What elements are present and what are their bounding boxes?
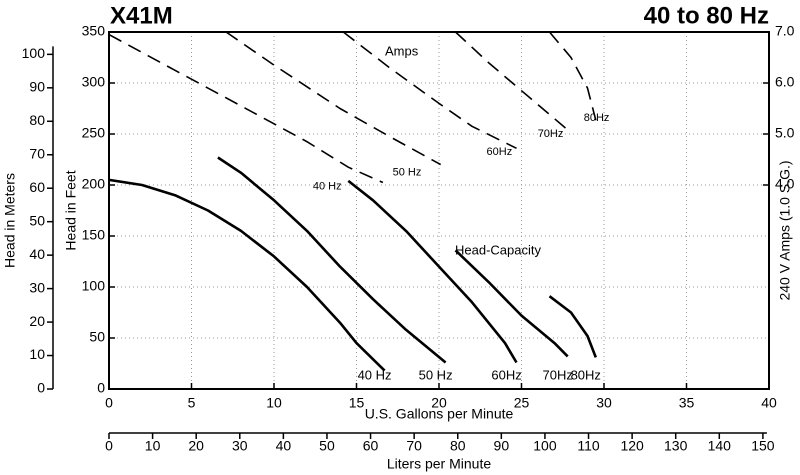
x-axis-title: U.S. Gallons per Minute [365,406,514,422]
lpm-tick-label: 20 [188,438,204,454]
x-tick-label: 40 [761,395,777,411]
head-curve [548,295,598,358]
y-axis-title: Head in Feet [63,170,79,250]
lpm-tick-label: 120 [620,438,644,454]
lpm-tick-label: 70 [406,438,422,454]
annotation: Head-Capacity [455,242,541,257]
head-curve-label: 50 Hz [419,367,453,382]
amps-curve-label: 50 Hz [393,167,422,179]
lpm-axis-title: Liters per Minute [387,456,491,472]
lpm-tick-label: 150 [751,438,775,454]
y-tick-label: 200 [82,176,106,192]
meters-axis-title: Head in Meters [2,173,18,268]
lpm-tick-label: 10 [145,438,161,454]
lpm-tick-label: 30 [232,438,248,454]
x-tick-label: 35 [679,395,695,411]
x-tick-label: 15 [349,395,365,411]
chart-title: X41M [110,2,173,29]
meters-tick-label: 80 [29,112,45,128]
lpm-tick-label: 60 [363,438,379,454]
lpm-tick-label: 100 [533,438,557,454]
meters-tick-label: 50 [29,212,45,228]
lpm-tick-label: 130 [664,438,688,454]
amps-curve [548,31,597,121]
y-tick-label: 250 [82,125,106,141]
y-tick-label: 0 [97,380,105,396]
x-tick-label: 0 [105,395,113,411]
y2-tick-label: 6.0 [775,74,795,90]
head-curve-label: 80Hz [571,367,601,382]
meters-tick-label: 60 [29,179,45,195]
amps-curve-label: 70Hz [538,128,564,140]
amps-curve [342,31,517,150]
y-tick-label: 50 [89,329,105,345]
amps-curve-label: 40 Hz [313,180,342,192]
head-curve [347,179,518,364]
lpm-tick-label: 80 [450,438,466,454]
head-curve [454,249,569,358]
x-tick-label: 5 [188,395,196,411]
head-curve [217,156,447,364]
lpm-tick-label: 90 [494,438,510,454]
y-tick-label: 350 [82,23,106,39]
lpm-tick-label: 110 [577,438,600,454]
amps-curve-label: 60Hz [487,146,513,158]
head-curve [108,178,386,372]
y2-tick-label: 7.0 [775,23,795,39]
amps-curve [225,31,442,166]
meters-tick-label: 90 [29,79,45,95]
x-tick-label: 10 [266,395,282,411]
y-tick-label: 100 [82,278,106,294]
head-curve-label: 60Hz [491,367,521,382]
y2-tick-label: 4.0 [775,176,795,192]
y2-tick-label: 5.0 [775,125,795,141]
meters-tick-label: 100 [22,45,46,61]
y-tick-label: 300 [82,74,106,90]
plot-frame [108,31,770,390]
meters-tick-label: 30 [29,279,45,295]
lpm-tick-label: 40 [276,438,292,454]
annotation: Amps [385,43,419,58]
lpm-tick-label: 0 [105,438,113,454]
y2-axis-title: 240 V Amps (1.0 S.G.) [777,160,793,300]
x-tick-label: 30 [596,395,612,411]
chart-subtitle: 40 to 80 Hz [644,2,769,29]
amps-curve-label: 80Hz [584,112,610,124]
amps-curve [454,31,569,131]
x-tick-label: 20 [431,395,447,411]
x-tick-label: 25 [514,395,530,411]
amps-curve [108,33,384,184]
lpm-tick-label: 140 [708,438,732,454]
meters-tick-label: 20 [29,313,45,329]
y-tick-label: 150 [82,227,106,243]
meters-tick-label: 70 [29,145,45,161]
meters-tick-label: 10 [29,346,45,362]
head-curve-label: 40 Hz [358,367,392,382]
head-curve-label: 70Hz [543,367,573,382]
meters-tick-label: 0 [37,380,45,396]
lpm-tick-label: 50 [319,438,335,454]
meters-tick-label: 40 [29,246,45,262]
